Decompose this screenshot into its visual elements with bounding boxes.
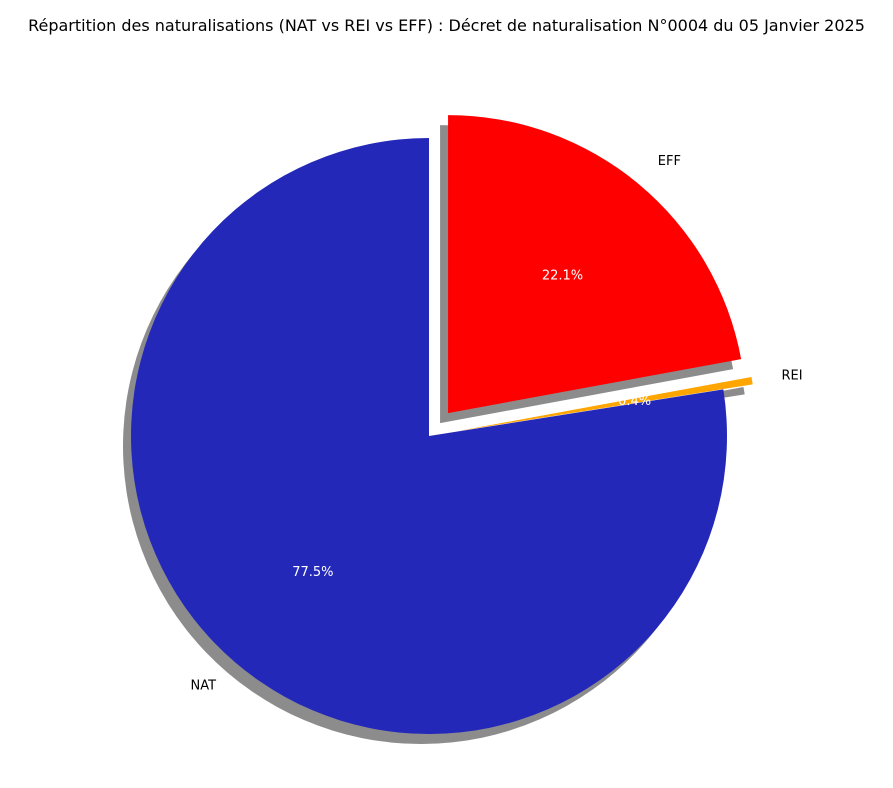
slice-label-eff: EFF: [658, 154, 681, 169]
pie-slice-rei: [458, 376, 753, 431]
slice-percent-eff: 22.1%: [542, 269, 583, 284]
slice-percent-nat: 77.5%: [292, 565, 333, 580]
pie-slice-layer: [131, 115, 753, 735]
chart-title: Répartition des naturalisations (NAT vs …: [28, 16, 865, 35]
slice-percent-rei: 0.4%: [618, 394, 651, 409]
slice-label-rei: REI: [781, 369, 802, 384]
slice-label-nat: NAT: [191, 678, 217, 693]
pie-slice-eff: [448, 115, 742, 414]
pie-slice-nat: [131, 138, 728, 735]
pie-label-layer: NAT 77.5% REI 0.4% EFF 22.1%: [191, 154, 803, 693]
